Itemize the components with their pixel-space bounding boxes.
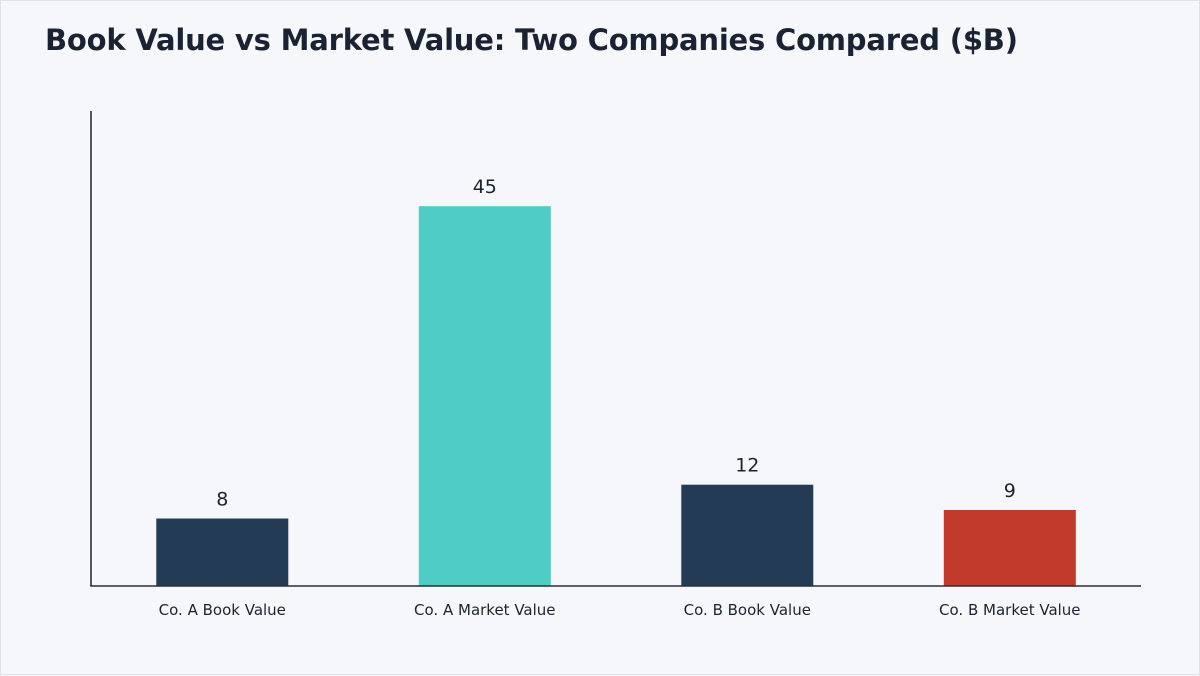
x-tick-label-2: Co. A Market Value bbox=[414, 601, 555, 619]
bar-3 bbox=[681, 484, 814, 586]
chart-title: Book Value vs Market Value: Two Companie… bbox=[45, 23, 1018, 57]
x-tick-label-3: Co. B Book Value bbox=[684, 601, 811, 619]
bar-value-label-1: 8 bbox=[216, 489, 228, 511]
x-tick-label-4: Co. B Market Value bbox=[939, 601, 1081, 619]
bar-value-label-3: 12 bbox=[735, 455, 759, 477]
labels-layer: 8 Co. A Book Value 45 Co. A Market Value 12 C… bbox=[159, 176, 1081, 619]
bar-2 bbox=[418, 206, 551, 586]
bar-value-label-2: 45 bbox=[473, 176, 497, 198]
bar-4 bbox=[943, 510, 1076, 586]
bars-layer bbox=[156, 206, 1076, 586]
bar-1 bbox=[156, 518, 289, 586]
bar-value-label-4: 9 bbox=[1004, 480, 1016, 502]
x-tick-label-1: Co. A Book Value bbox=[159, 601, 286, 619]
